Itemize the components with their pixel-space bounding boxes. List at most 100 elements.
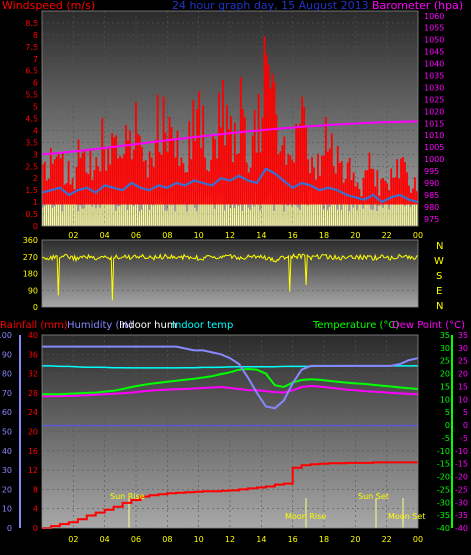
barometer-y-tick: 1030	[424, 83, 444, 92]
compass-north-2: N	[436, 301, 444, 312]
windspeed-bar	[406, 172, 408, 205]
wind-x-tick: 14	[256, 231, 266, 240]
windspeed-bar	[121, 158, 123, 205]
windspeed-bar	[382, 178, 385, 205]
gust-bar	[214, 208, 216, 226]
gust-bar	[63, 198, 65, 226]
gust-bar	[93, 195, 95, 226]
dewpoint-y-tick: 5	[463, 408, 468, 417]
gust-bar	[245, 192, 247, 226]
windspeed-bar	[63, 184, 66, 205]
gust-bar	[231, 197, 234, 226]
gust-bar	[43, 206, 46, 226]
windspeed-bar	[275, 114, 278, 205]
windspeed-bar	[113, 137, 116, 205]
rainfall-y-tick: 12	[28, 466, 38, 475]
windspeed-bar	[237, 153, 240, 205]
windspeed-bar	[119, 155, 121, 205]
gust-bar	[253, 206, 255, 226]
windspeed-bar	[228, 129, 230, 205]
gust-bar	[348, 211, 350, 226]
windspeed-bar	[376, 170, 379, 205]
gust-bar	[372, 210, 374, 226]
barometer-y-tick: 1060	[424, 12, 444, 21]
gust-bar	[212, 198, 214, 226]
windspeed-bar	[111, 133, 114, 205]
humidity-y-tick: 30	[2, 466, 12, 475]
wind-y-tick: 8	[33, 31, 38, 40]
wind-y-tick: 5	[33, 103, 38, 112]
dewpoint-y-tick: -10	[455, 447, 468, 456]
wind-y-tick: 0	[33, 222, 38, 231]
gust-bar	[340, 209, 342, 226]
windspeed-bar	[307, 159, 309, 205]
rainfall-y-tick: 40	[28, 331, 38, 340]
temperature-y-tick: 35	[440, 331, 450, 340]
gust-bar	[281, 193, 283, 226]
rainfall-y-tick: 32	[28, 370, 38, 379]
windspeed-bar	[396, 159, 399, 205]
windspeed-bar	[289, 155, 292, 205]
gust-bar	[230, 208, 232, 226]
gust-bar	[255, 191, 257, 226]
graph-title: 24 hour graph day, 15 August 2013	[172, 0, 369, 12]
gust-bar	[77, 211, 79, 226]
windspeed-bar	[71, 178, 74, 205]
windspeed-bar	[107, 148, 110, 205]
dewpoint-y-tick: 35	[458, 331, 468, 340]
gust-bar	[220, 193, 222, 226]
windspeed-bar	[305, 127, 307, 205]
dewpoint-y-tick: -15	[455, 460, 468, 469]
gust-bar	[344, 194, 346, 226]
gust-bar	[51, 207, 53, 226]
temperature-y-tick: -30	[437, 498, 450, 507]
wind-x-tick: 06	[131, 231, 141, 240]
gust-bar	[305, 202, 307, 226]
windspeed-bar	[273, 82, 276, 205]
windspeed-bar	[117, 158, 119, 205]
climate-x-tick: 20	[350, 535, 360, 544]
windspeed-bar	[336, 145, 339, 205]
gust-bar	[190, 197, 192, 226]
windspeed-bar	[77, 139, 80, 205]
windspeed-bar	[408, 185, 410, 205]
windspeed-bar	[386, 183, 389, 205]
gust-bar	[224, 210, 226, 226]
dewpoint-y-tick: -40	[455, 524, 468, 533]
gust-bar	[311, 190, 313, 226]
gust-bar	[172, 191, 174, 226]
gust-bar	[382, 207, 384, 226]
windspeed-bar	[326, 151, 329, 205]
gust-bar	[277, 192, 279, 226]
windspeed-bar	[323, 155, 325, 205]
gust-bar	[233, 208, 236, 226]
climate-x-tick: 10	[194, 535, 204, 544]
wind-y-tick: 6	[33, 79, 38, 88]
gust-bar	[398, 194, 400, 226]
climate-x-tick: 16	[288, 535, 298, 544]
windspeed-bar	[170, 126, 173, 205]
windspeed-bar	[200, 147, 203, 205]
gust-bar	[154, 204, 156, 226]
gust-bar	[249, 209, 251, 226]
gust-bar	[243, 204, 245, 226]
barometer-y-tick: 985	[424, 191, 439, 200]
dewpoint-y-tick: 20	[458, 370, 468, 379]
windspeed-bar	[208, 171, 211, 205]
windspeed-bar	[150, 157, 153, 205]
gust-bar	[362, 208, 364, 226]
windspeed-bar	[127, 140, 129, 205]
gust-bar	[259, 210, 261, 226]
wind-y-tick: 4	[33, 126, 38, 135]
windspeed-bar	[394, 177, 397, 205]
windspeed-bar	[350, 180, 353, 205]
windspeed-bar	[131, 159, 133, 205]
gust-bar	[356, 210, 358, 226]
temperature-y-tick: -20	[437, 473, 450, 482]
windspeed-bar	[51, 163, 54, 205]
windspeed-bar	[366, 170, 369, 205]
windspeed-bar	[212, 136, 214, 205]
barometer-y-tick: 1005	[424, 143, 444, 152]
temperature-y-tick: 5	[445, 408, 450, 417]
gust-bar	[164, 210, 166, 226]
